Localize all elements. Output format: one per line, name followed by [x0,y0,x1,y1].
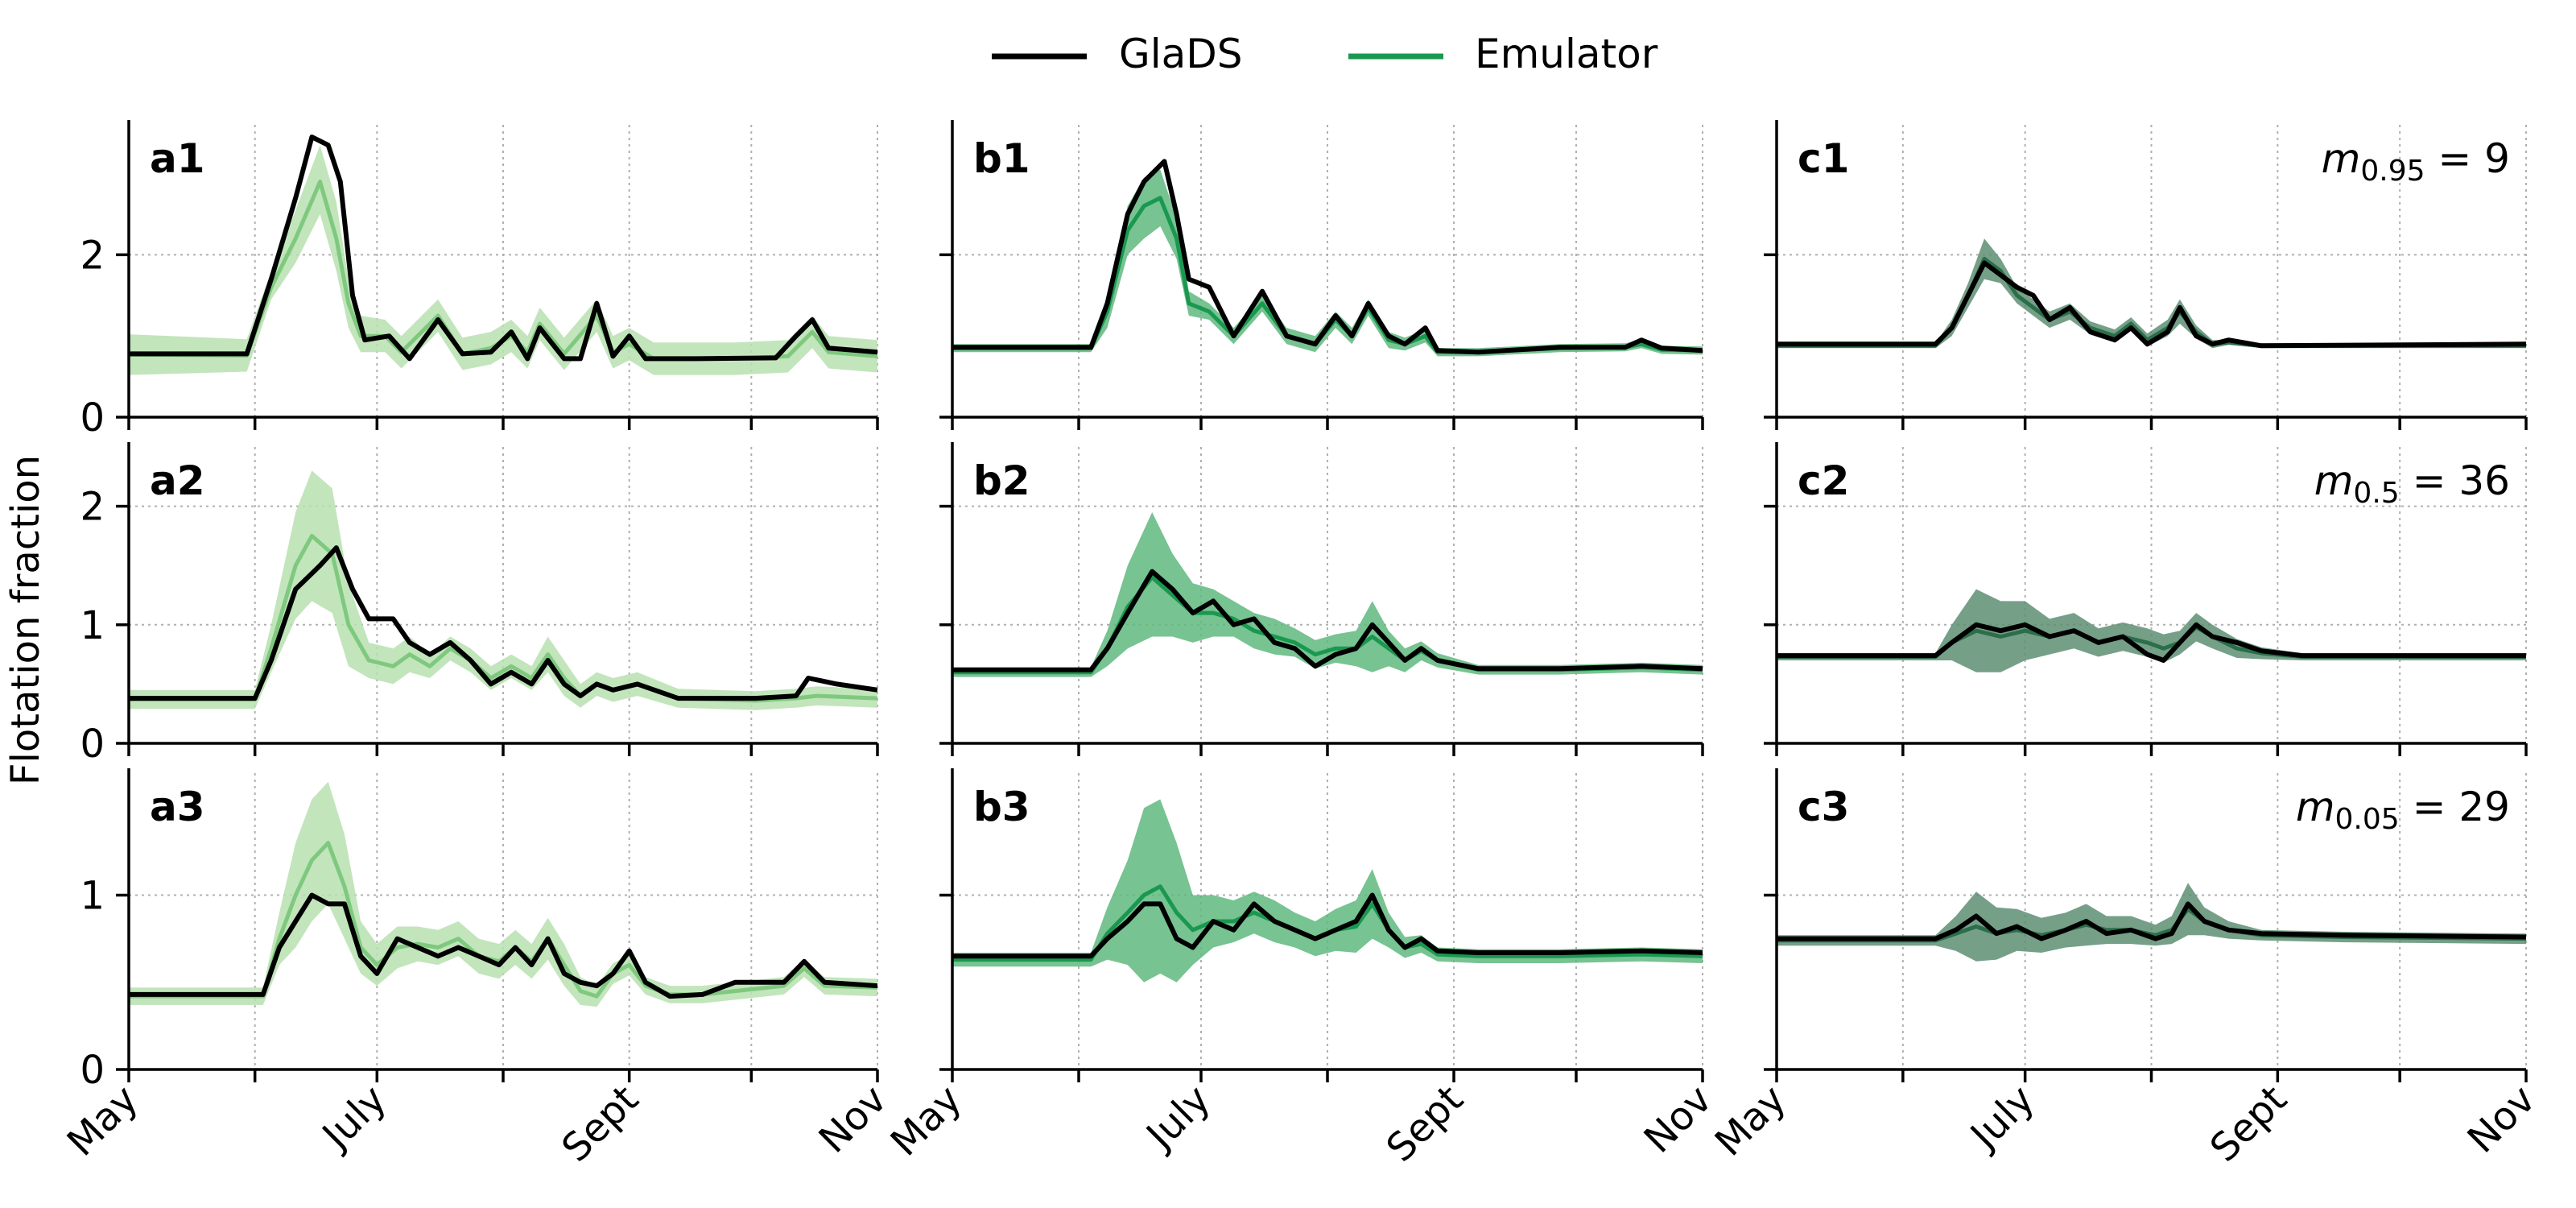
y-axis-label: Flotation fraction [3,455,48,785]
y-tick-label-a3-0: 0 [80,1048,105,1093]
glads-line-c1 [1777,260,2526,349]
glads-line-a2 [129,545,877,701]
x-tick-label-c3-1: July [1960,1077,2043,1160]
band-a1 [129,145,877,375]
panel-label-c2: c2 [1798,457,1849,504]
panel-label-a1: a1 [150,135,205,182]
glads-line-c2 [1777,622,2526,663]
band-c2 [1777,589,2526,672]
panel-label-b2: b2 [973,457,1030,504]
x-tick-label-a3-1: July [312,1077,395,1160]
panel-label-a2: a2 [150,457,205,504]
panel-b2: b2 [939,442,1704,756]
legend-emulator-label: Emulator [1475,31,1658,77]
glads-line-b3 [952,892,1703,959]
band-c3 [1777,883,2526,962]
y-tick-label-a1-0: 0 [80,395,105,441]
x-tick-label-c3-2: Sept [2202,1077,2296,1171]
legend-glads-label: GlaDS [1119,31,1243,77]
band-a2 [129,470,877,710]
x-tick-label-b3-3: Nov [1636,1077,1721,1162]
panels: 0 2 a1 b1 c1 m0.95 = 9 0 1 2 a2 b2 c2 m0.5 = 36 0 1 May… [59,120,2545,1171]
glads-line-c3 [1777,901,2526,941]
panel-c3: May July Sept Nov c3 m0.05 = 29 [1707,768,2545,1171]
annotation-c3: m0.05 = 29 [2296,784,2510,836]
panel-a3: 0 1 May July Sept Nov a3 [59,768,896,1171]
y-tick-label-a2-1: 1 [80,603,105,648]
x-tick-label-b3-2: Sept [1378,1077,1472,1171]
panel-label-a3: a3 [150,784,205,830]
panel-label-c1: c1 [1798,135,1849,182]
panel-a2: 0 1 2 a2 [80,442,879,767]
glads-line-b2 [952,569,1703,672]
annotation-c2: m0.5 = 36 [2314,457,2510,510]
band-b1 [952,169,1703,357]
band-b2 [952,512,1703,677]
legend: GlaDS Emulator [992,31,1658,77]
y-tick-label-a2-0: 0 [80,722,105,767]
x-tick-label-a3-3: Nov [811,1077,896,1162]
x-tick-label-b3-0: May [882,1077,971,1165]
panel-label-b1: b1 [973,135,1030,182]
panel-c1: c1 m0.95 = 9 [1764,120,2528,430]
panel-label-c3: c3 [1798,784,1849,830]
x-tick-label-a3-2: Sept [553,1077,647,1171]
glads-line-b1 [952,159,1703,355]
panel-b1: b1 [939,120,1704,430]
y-tick-label-a3-1: 1 [80,874,105,919]
x-tick-label-b3-1: July [1137,1077,1220,1160]
glads-line-a1 [129,134,877,362]
panel-label-b3: b3 [973,784,1030,830]
band-b3 [952,799,1703,983]
y-tick-label-a2-2: 2 [80,485,105,530]
y-tick-label-a1-1: 2 [80,233,105,278]
panel-b3: May July Sept Nov b3 [882,768,1721,1171]
annotation-c1: m0.95 = 9 [2322,135,2510,188]
band-a3 [129,781,877,1007]
glads-line-a3 [129,892,877,999]
panel-c2: c2 m0.5 = 36 [1764,442,2528,756]
x-tick-label-c3-3: Nov [2459,1077,2545,1162]
panel-a1: 0 2 a1 [80,120,879,441]
x-tick-label-c3-0: May [1707,1077,1795,1165]
x-tick-label-a3-0: May [59,1077,147,1165]
